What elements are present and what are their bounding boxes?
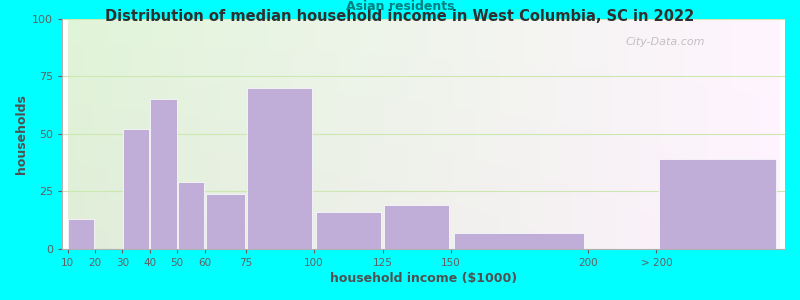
- Bar: [178, 182, 204, 249]
- Bar: [150, 99, 177, 249]
- Bar: [384, 205, 450, 249]
- Bar: [123, 129, 149, 249]
- Text: Distribution of median household income in West Columbia, SC in 2022: Distribution of median household income …: [106, 9, 694, 24]
- Bar: [454, 233, 585, 249]
- Y-axis label: households: households: [15, 94, 28, 174]
- Text: Asian residents: Asian residents: [346, 0, 454, 13]
- Bar: [316, 212, 381, 249]
- Bar: [659, 159, 777, 249]
- Text: City-Data.com: City-Data.com: [626, 38, 706, 47]
- X-axis label: household income ($1000): household income ($1000): [330, 272, 517, 285]
- Bar: [68, 219, 94, 249]
- Bar: [247, 88, 312, 249]
- Bar: [206, 194, 245, 249]
